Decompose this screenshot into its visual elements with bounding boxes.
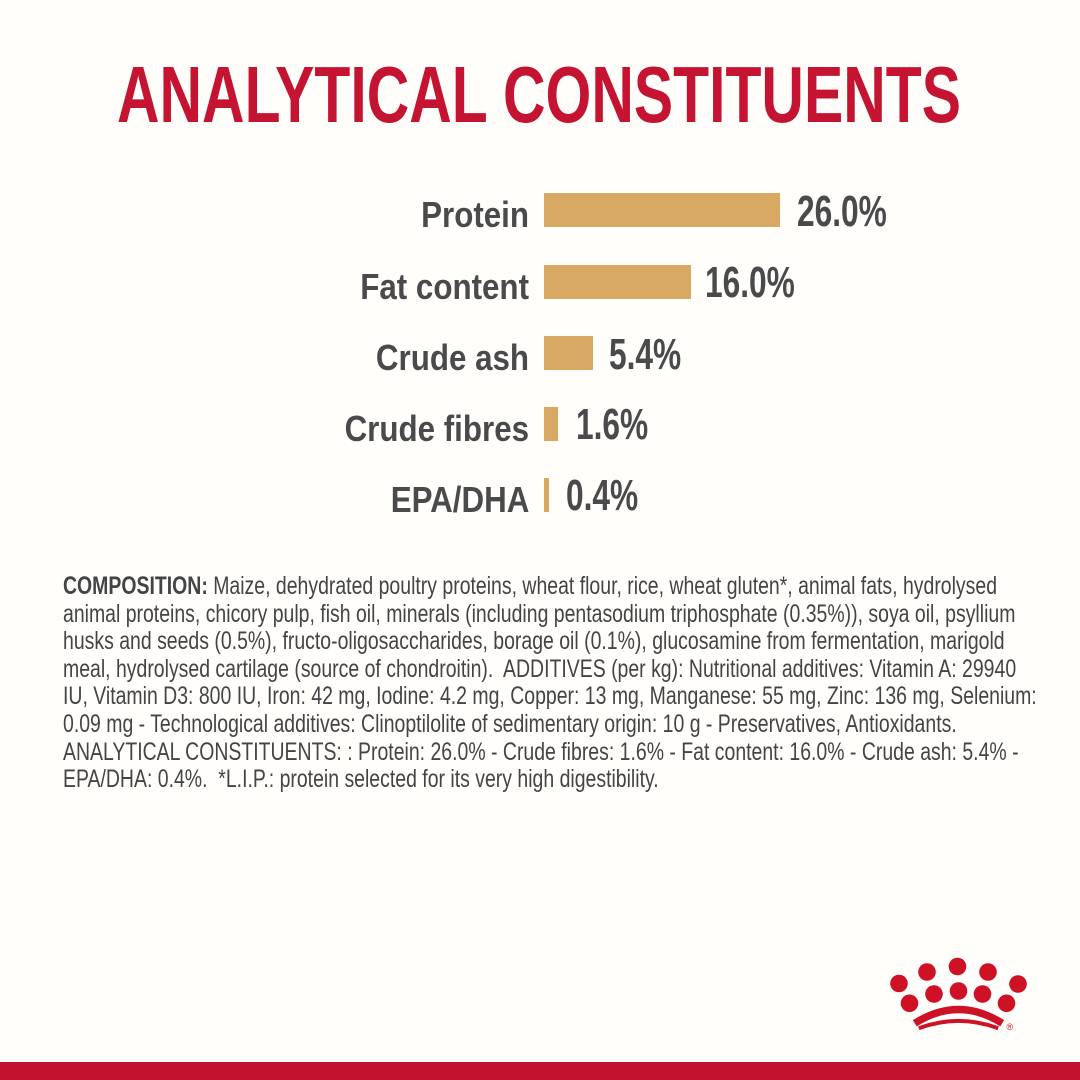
svg-text:®: ® (1007, 1022, 1014, 1032)
